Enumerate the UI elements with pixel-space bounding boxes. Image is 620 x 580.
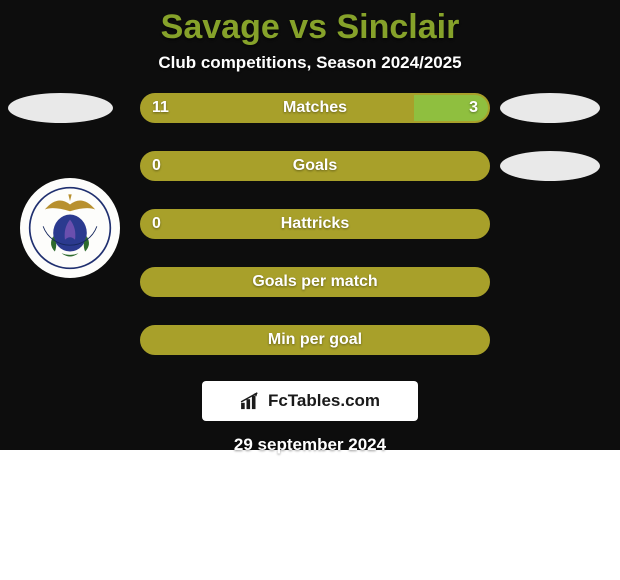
stat-bar: 0Goals [140, 151, 490, 181]
subtitle: Club competitions, Season 2024/2025 [0, 53, 620, 73]
stat-value-left: 0 [152, 211, 161, 237]
stat-bar: 113Matches [140, 93, 490, 123]
player-blob-left [8, 93, 113, 123]
stat-value-left: 0 [152, 153, 161, 179]
bar-track: Goals per match [140, 267, 490, 297]
bar-segment-left [142, 327, 488, 353]
bar-track: 0Hattricks [140, 209, 490, 239]
page-title: Savage vs Sinclair [0, 0, 620, 47]
bar-track: 0Goals [140, 151, 490, 181]
bar-segment-left [142, 153, 488, 179]
bar-track: Min per goal [140, 325, 490, 355]
stat-row: 0Hattricks [0, 201, 620, 247]
stat-rows: 113Matches0Goals0HattricksGoals per matc… [0, 85, 620, 363]
brand-icon [240, 392, 262, 410]
stat-bar: 0Hattricks [140, 209, 490, 239]
stat-row: Goals per match [0, 259, 620, 305]
stat-row: 113Matches [0, 85, 620, 131]
bar-segment-left [142, 95, 414, 121]
player-blob-right [500, 151, 600, 181]
bar-track: 113Matches [140, 93, 490, 123]
comparison-card: Savage vs Sinclair Club competitions, Se… [0, 0, 620, 450]
stat-row: Min per goal [0, 317, 620, 363]
stat-row: 0Goals [0, 143, 620, 189]
stat-bar: Min per goal [140, 325, 490, 355]
bar-segment-left [142, 269, 488, 295]
brand-badge: FcTables.com [202, 381, 418, 421]
stat-value-right: 3 [469, 95, 478, 121]
stat-bar: Goals per match [140, 267, 490, 297]
date-text: 29 september 2024 [0, 435, 620, 455]
stat-value-left: 11 [152, 95, 169, 121]
bar-segment-left [142, 211, 488, 237]
brand-text: FcTables.com [268, 391, 380, 411]
player-blob-right [500, 93, 600, 123]
